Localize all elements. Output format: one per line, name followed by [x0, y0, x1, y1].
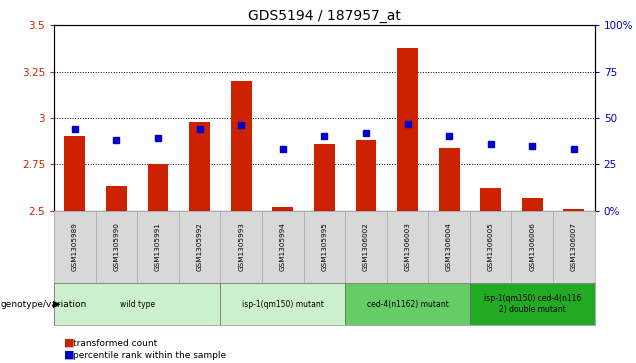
Bar [470, 211, 511, 283]
Text: GSM1306005: GSM1306005 [488, 223, 494, 271]
Text: ▶: ▶ [53, 299, 60, 309]
Bar [480, 188, 501, 211]
Text: GSM1305989: GSM1305989 [72, 223, 78, 271]
Bar [428, 211, 470, 283]
Bar [387, 211, 428, 283]
Text: isp-1(qm150) ced-4(n116
2) double mutant: isp-1(qm150) ced-4(n116 2) double mutant [483, 294, 581, 314]
Text: GSM1306006: GSM1306006 [529, 223, 536, 271]
Bar [262, 211, 303, 283]
Bar [511, 211, 553, 283]
Bar [314, 144, 335, 211]
Text: GSM1305991: GSM1305991 [155, 223, 161, 271]
Bar [179, 211, 221, 283]
Bar [272, 207, 293, 211]
Text: genotype/variation: genotype/variation [1, 299, 87, 309]
Bar [64, 136, 85, 211]
Bar [106, 187, 127, 211]
Bar [148, 164, 169, 211]
Bar [470, 283, 595, 325]
Bar [54, 283, 221, 325]
Text: GSM1306002: GSM1306002 [363, 223, 369, 271]
Bar [356, 140, 377, 211]
Bar [137, 211, 179, 283]
Text: ■: ■ [64, 350, 74, 360]
Bar [397, 48, 418, 211]
Bar [345, 283, 470, 325]
Bar [221, 283, 345, 325]
Bar [439, 148, 460, 211]
Bar [231, 81, 252, 211]
Text: percentile rank within the sample: percentile rank within the sample [73, 351, 226, 359]
Bar [221, 211, 262, 283]
Bar [345, 211, 387, 283]
Bar [95, 211, 137, 283]
Bar [563, 209, 584, 211]
Bar [54, 211, 95, 283]
Bar [190, 122, 210, 211]
Bar [303, 211, 345, 283]
Title: GDS5194 / 187957_at: GDS5194 / 187957_at [248, 9, 401, 23]
Text: GSM1306003: GSM1306003 [404, 223, 410, 271]
Text: GSM1306007: GSM1306007 [571, 223, 577, 271]
Text: GSM1305993: GSM1305993 [238, 223, 244, 271]
Text: wild type: wild type [120, 299, 155, 309]
Text: GSM1305995: GSM1305995 [321, 223, 328, 271]
Bar [553, 211, 595, 283]
Text: GSM1306004: GSM1306004 [446, 223, 452, 271]
Text: isp-1(qm150) mutant: isp-1(qm150) mutant [242, 299, 324, 309]
Text: GSM1305992: GSM1305992 [197, 223, 203, 271]
Text: transformed count: transformed count [73, 339, 157, 347]
Text: GSM1305990: GSM1305990 [113, 223, 120, 271]
Bar [522, 197, 543, 211]
Text: GSM1305994: GSM1305994 [280, 223, 286, 271]
Text: ced-4(n1162) mutant: ced-4(n1162) mutant [367, 299, 448, 309]
Text: ■: ■ [64, 338, 74, 348]
